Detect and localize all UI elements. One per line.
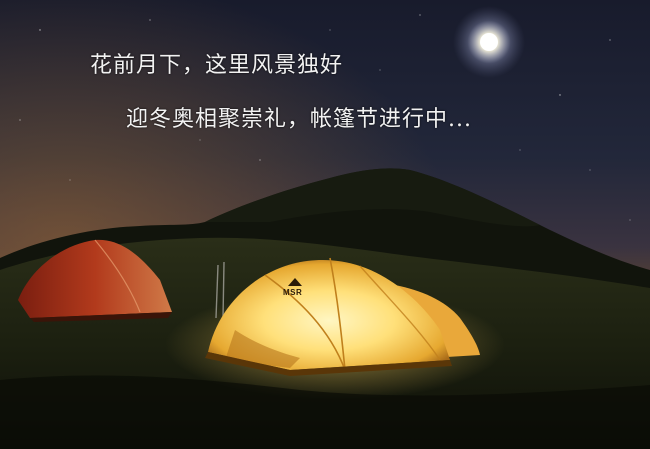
caption-line-2: 迎冬奥相聚崇礼，帐篷节进行中... [126,107,472,132]
tent-logo-text: MSR [283,288,303,297]
trekking-poles [215,261,225,319]
caption-line-1: 花前月下，这里风景独好 [90,53,344,78]
stars [19,14,631,221]
yellow-tent [205,257,480,376]
red-tent [18,239,172,322]
moon [480,33,498,51]
